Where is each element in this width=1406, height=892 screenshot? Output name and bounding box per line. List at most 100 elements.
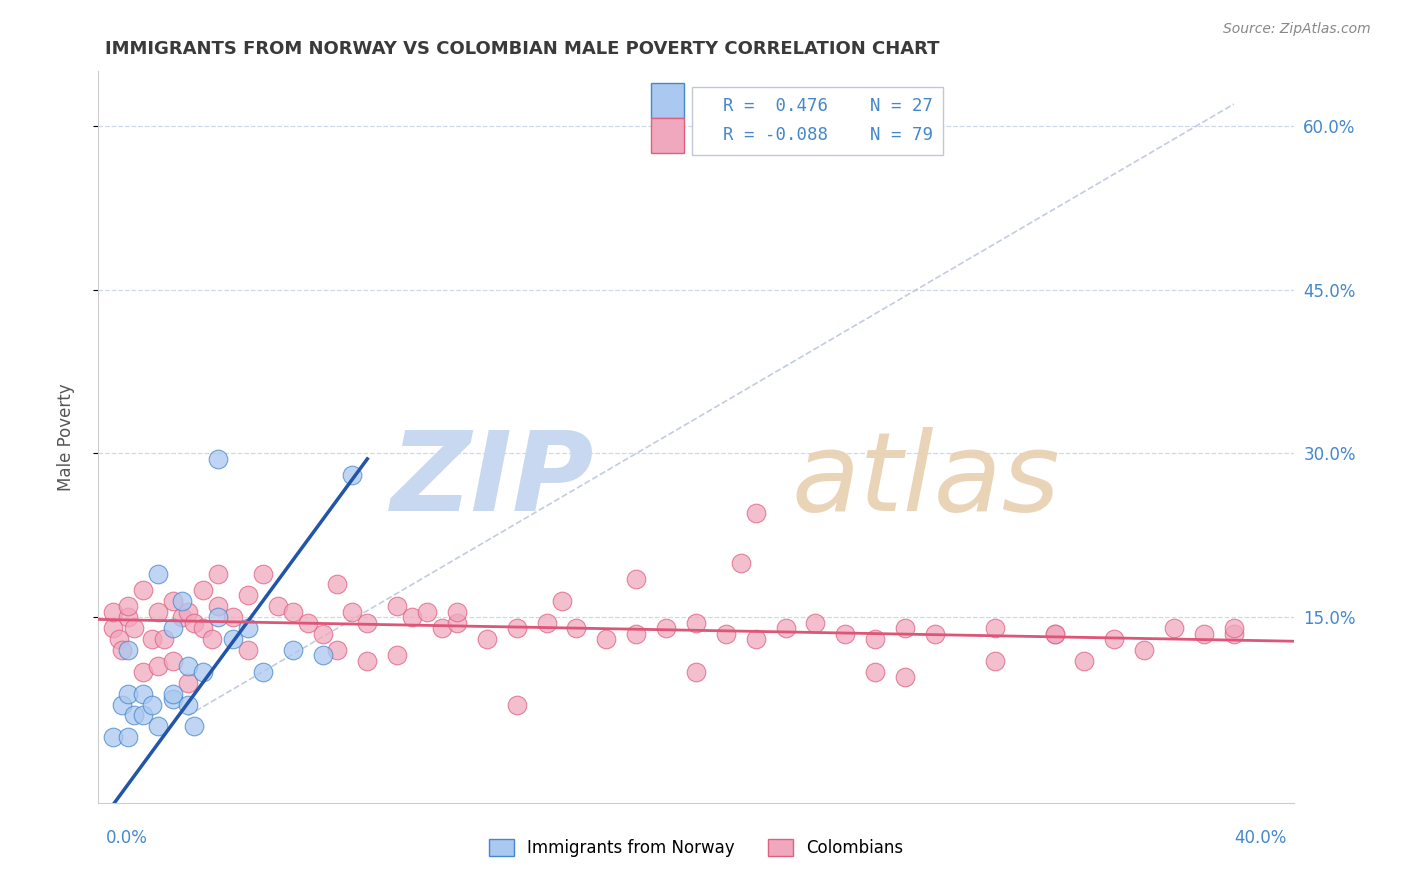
- Point: [416, 605, 439, 619]
- Point: [984, 621, 1007, 635]
- Point: [326, 643, 349, 657]
- Point: [222, 610, 245, 624]
- Point: [162, 687, 184, 701]
- Point: [207, 599, 229, 614]
- Point: [141, 632, 163, 646]
- Point: [356, 654, 378, 668]
- Point: [148, 659, 170, 673]
- Point: [401, 610, 423, 624]
- Point: [385, 648, 409, 663]
- Point: [117, 610, 139, 624]
- Point: [1043, 626, 1066, 640]
- Point: [207, 451, 229, 466]
- Point: [281, 605, 304, 619]
- Point: [117, 731, 139, 745]
- Point: [191, 665, 214, 679]
- Point: [183, 719, 205, 733]
- Point: [117, 599, 139, 614]
- Point: [984, 654, 1007, 668]
- Legend: Immigrants from Norway, Colombians: Immigrants from Norway, Colombians: [482, 832, 910, 864]
- Point: [1133, 643, 1156, 657]
- Point: [153, 632, 176, 646]
- Point: [894, 670, 917, 684]
- Point: [132, 687, 155, 701]
- Point: [111, 643, 134, 657]
- Point: [162, 621, 184, 635]
- Text: Source: ZipAtlas.com: Source: ZipAtlas.com: [1223, 22, 1371, 37]
- Point: [236, 621, 259, 635]
- Point: [1223, 621, 1246, 635]
- Point: [565, 621, 588, 635]
- Point: [894, 621, 917, 635]
- Point: [201, 632, 224, 646]
- Point: [745, 507, 768, 521]
- Point: [865, 632, 887, 646]
- Point: [356, 615, 378, 630]
- Point: [536, 615, 558, 630]
- Point: [236, 588, 259, 602]
- Point: [172, 610, 194, 624]
- Point: [148, 566, 170, 581]
- Point: [506, 698, 529, 712]
- Point: [1104, 632, 1126, 646]
- Point: [626, 626, 648, 640]
- Point: [714, 626, 737, 640]
- Point: [177, 698, 200, 712]
- Point: [655, 621, 678, 635]
- Point: [804, 615, 827, 630]
- Point: [172, 594, 194, 608]
- Text: atlas: atlas: [792, 427, 1060, 534]
- Point: [730, 556, 752, 570]
- Point: [252, 566, 274, 581]
- Point: [177, 675, 200, 690]
- Point: [685, 665, 707, 679]
- Text: 40.0%: 40.0%: [1234, 829, 1286, 847]
- Point: [132, 582, 155, 597]
- Point: [117, 643, 139, 657]
- Point: [506, 621, 529, 635]
- Point: [342, 468, 364, 483]
- Point: [177, 659, 200, 673]
- Point: [626, 572, 648, 586]
- Point: [132, 708, 155, 723]
- Point: [297, 615, 319, 630]
- Text: IMMIGRANTS FROM NORWAY VS COLOMBIAN MALE POVERTY CORRELATION CHART: IMMIGRANTS FROM NORWAY VS COLOMBIAN MALE…: [105, 40, 941, 58]
- Point: [162, 594, 184, 608]
- Point: [252, 665, 274, 679]
- Text: ZIP: ZIP: [391, 427, 595, 534]
- Point: [183, 615, 205, 630]
- Point: [924, 626, 946, 640]
- Point: [141, 698, 163, 712]
- FancyBboxPatch shape: [651, 118, 685, 153]
- Point: [326, 577, 349, 591]
- Point: [148, 605, 170, 619]
- Point: [108, 632, 131, 646]
- Point: [1192, 626, 1215, 640]
- Point: [385, 599, 409, 614]
- Point: [475, 632, 498, 646]
- Point: [103, 731, 125, 745]
- Point: [685, 615, 707, 630]
- Point: [103, 605, 125, 619]
- Text: R =  0.476    N = 27
  R = -0.088    N = 79: R = 0.476 N = 27 R = -0.088 N = 79: [702, 97, 934, 145]
- Y-axis label: Male Poverty: Male Poverty: [56, 384, 75, 491]
- Text: 0.0%: 0.0%: [105, 829, 148, 847]
- FancyBboxPatch shape: [651, 83, 685, 118]
- Point: [207, 566, 229, 581]
- Point: [865, 665, 887, 679]
- Point: [162, 692, 184, 706]
- Point: [148, 719, 170, 733]
- Point: [281, 643, 304, 657]
- Point: [775, 621, 797, 635]
- Point: [550, 594, 572, 608]
- Point: [207, 610, 229, 624]
- Point: [111, 698, 134, 712]
- Point: [132, 665, 155, 679]
- Point: [342, 605, 364, 619]
- Point: [834, 626, 856, 640]
- Point: [1223, 626, 1246, 640]
- Point: [1163, 621, 1185, 635]
- Point: [745, 632, 768, 646]
- Point: [117, 687, 139, 701]
- Point: [311, 626, 333, 640]
